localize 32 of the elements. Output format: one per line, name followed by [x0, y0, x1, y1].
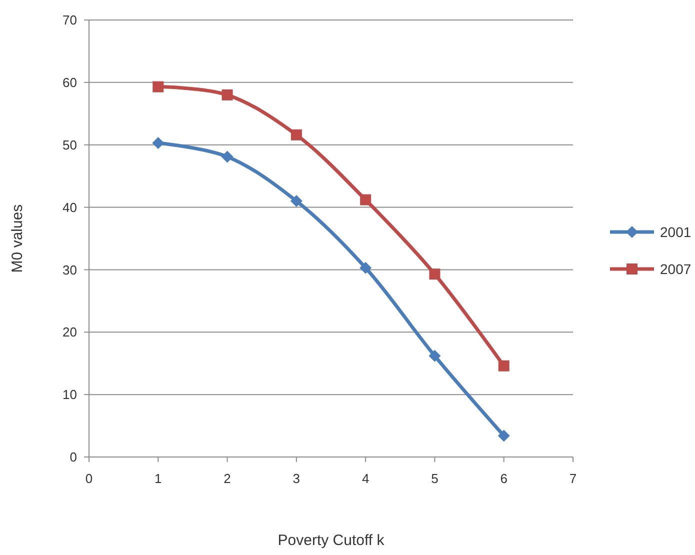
point: [360, 262, 372, 274]
x-tick-label: 0: [85, 471, 93, 486]
point: [498, 360, 510, 372]
point: [152, 81, 164, 92]
point: [290, 195, 302, 208]
legend-label: 2001: [660, 224, 692, 240]
y-tick-label: 10: [62, 387, 77, 402]
point: [429, 268, 440, 280]
point: [152, 136, 164, 149]
y-tick-label: 50: [62, 137, 77, 152]
x-axis-title: Poverty Cutoff k: [278, 532, 385, 549]
x-tick-label: 1: [154, 471, 162, 486]
x-tick-label: 2: [224, 471, 231, 486]
x-tick-label: 7: [569, 471, 577, 486]
y-tick-label: 0: [70, 450, 77, 465]
point: [290, 129, 302, 140]
y-axis-title: M0 values: [9, 204, 26, 273]
legend-label: 2007: [660, 260, 692, 277]
y-tick-label: 30: [62, 262, 77, 278]
point: [360, 194, 372, 206]
x-tick-label: 3: [292, 471, 300, 486]
point: [498, 430, 510, 442]
y-tick-label: 60: [62, 74, 77, 90]
point: [221, 150, 234, 163]
y-tick-label: 20: [62, 324, 77, 340]
x-tick-label: 4: [362, 471, 370, 486]
x-tick-label: 5: [431, 471, 438, 486]
y-tick-label: 70: [62, 12, 77, 28]
point: [222, 89, 233, 100]
x-tick-label: 6: [500, 471, 508, 486]
point: [428, 350, 441, 362]
y-tick-label: 40: [62, 200, 77, 215]
